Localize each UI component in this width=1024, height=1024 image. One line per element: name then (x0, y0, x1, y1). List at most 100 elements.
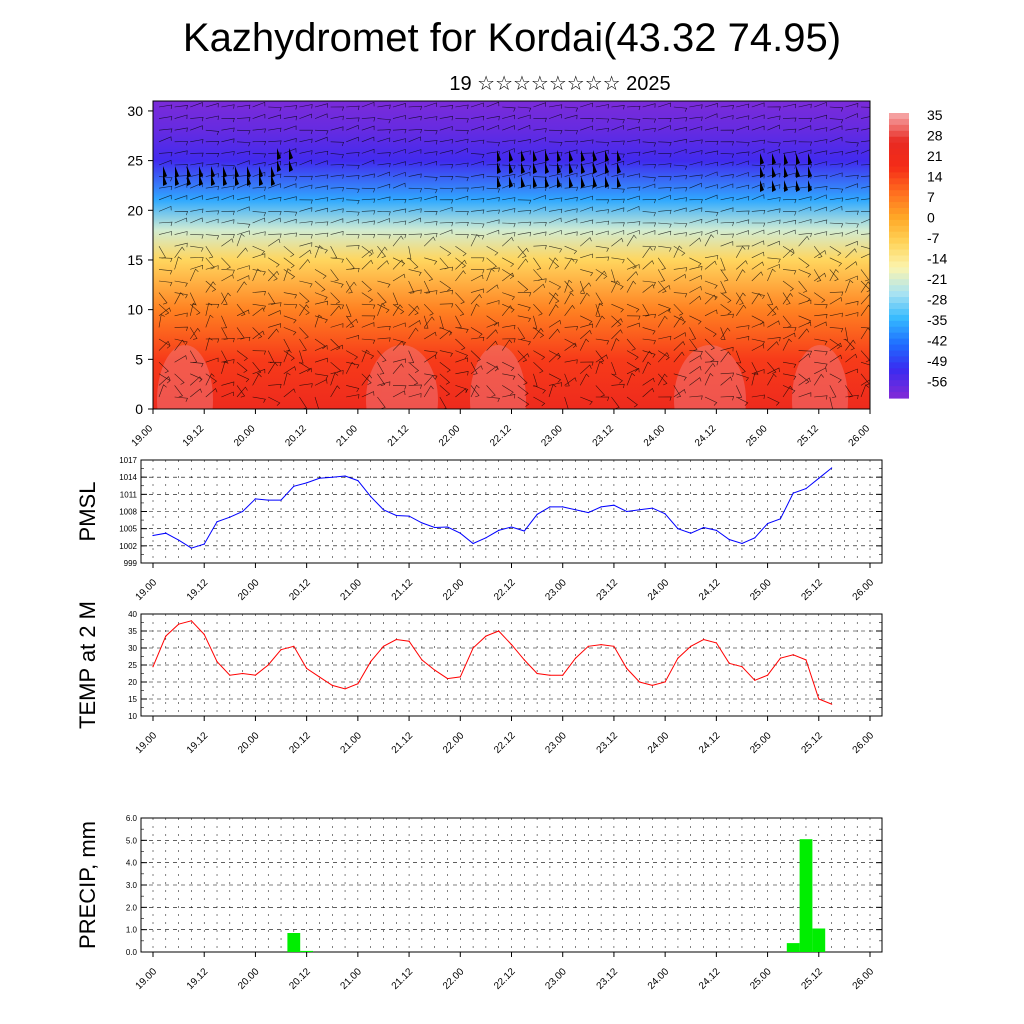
colorbar-swatch (889, 231, 909, 239)
wind-barb (845, 394, 859, 400)
wind-barb (689, 285, 702, 293)
wind-barb (595, 118, 610, 123)
temp-2m-point (280, 649, 282, 651)
wind-barb (673, 164, 688, 170)
pmsl-point (178, 539, 180, 541)
wind-barb (392, 363, 404, 374)
wind-flag (289, 160, 293, 172)
temp-2m-point (216, 661, 218, 663)
wind-flag (605, 162, 609, 174)
wind-barb (517, 221, 532, 227)
wind-barb (626, 118, 641, 124)
wind-barb (314, 113, 328, 119)
wind-barb (860, 327, 870, 329)
colorbar-label: -56 (927, 374, 947, 390)
x-tick-label: 23.12 (595, 966, 621, 992)
wind-barb (314, 185, 329, 190)
wind-barb (268, 196, 282, 202)
wind-barb (158, 373, 171, 384)
wind-barb (470, 362, 478, 375)
pmsl-point (626, 510, 628, 513)
wind-barb (439, 126, 453, 131)
wind-barb (424, 187, 438, 194)
wind-barb (735, 350, 742, 364)
wind-barb (439, 315, 444, 329)
wind-barb (845, 339, 856, 351)
x-tick-label: 22.00 (441, 577, 467, 603)
wind-barb (642, 304, 650, 317)
temp-2m-point (767, 674, 769, 676)
wind-barb (205, 210, 220, 215)
wind-barb (502, 257, 515, 268)
wind-barb (782, 385, 793, 398)
wind-barb (736, 184, 750, 190)
wind-flag (509, 162, 513, 174)
wind-barb (190, 139, 204, 144)
temp-2m-point (395, 638, 397, 641)
wind-flag (772, 153, 776, 165)
wind-barb (798, 235, 810, 247)
wind-barb (580, 219, 594, 224)
x-tick-label: 20.12 (287, 730, 313, 756)
wind-barb (236, 275, 250, 282)
wind-barb (408, 149, 422, 154)
wind-barb (611, 337, 620, 351)
wind-barb (252, 373, 262, 386)
wind-barb (252, 307, 265, 317)
wind-barb (751, 292, 762, 305)
wind-barb (190, 217, 203, 224)
wind-barb (735, 292, 746, 305)
wind-barb (439, 139, 453, 144)
wind-barb (330, 280, 344, 288)
wind-barb (314, 221, 329, 226)
wind-barb (221, 292, 231, 305)
wind-barb (751, 125, 765, 131)
wind-barb (392, 303, 405, 315)
wind-barb (517, 396, 530, 407)
temp-2m-point (600, 644, 602, 646)
wind-barb (580, 206, 593, 212)
wind-barb (268, 160, 282, 166)
wind-barb (408, 373, 419, 386)
wind-barb (299, 129, 313, 135)
wind-flag (581, 150, 585, 162)
wind-barb (720, 115, 734, 120)
wind-barb (361, 117, 376, 122)
wind-barb (236, 385, 246, 398)
wind-barb (657, 373, 668, 386)
wind-barb (829, 354, 842, 363)
wind-flag (533, 176, 537, 188)
wind-barb (548, 129, 563, 135)
wind-barb (720, 257, 726, 271)
wind-flag (796, 166, 800, 178)
wind-barb (829, 327, 844, 333)
wind-flag (545, 162, 549, 174)
wind-barb (268, 396, 281, 406)
colorbar-swatch (889, 208, 909, 215)
wind-barb (330, 187, 344, 192)
wind-barb (268, 302, 282, 307)
colorbar-swatch (889, 326, 909, 334)
x-tick-label: 22.12 (492, 966, 518, 992)
wind-barb (673, 117, 688, 122)
wind-barb (533, 102, 546, 108)
wind-barb (673, 207, 687, 212)
wind-barb (205, 257, 215, 270)
wind-barb (205, 280, 217, 292)
wind-barb (345, 280, 353, 294)
wind-barb (611, 187, 625, 194)
wind-barb (611, 237, 624, 247)
wind-barb (236, 230, 250, 235)
wind-barb (704, 126, 718, 132)
wind-barb (470, 274, 484, 282)
temp-2m-point (203, 633, 205, 636)
wind-barb (486, 197, 500, 202)
wind-barb (189, 327, 198, 340)
wind-barb (455, 104, 469, 109)
x-tick-label: 23.00 (543, 966, 569, 992)
wind-barb (689, 266, 703, 271)
temp-2m-point (293, 645, 295, 647)
wind-barb (190, 264, 203, 270)
wind-barb (642, 183, 656, 189)
x-tick-label: 22.00 (437, 423, 463, 449)
